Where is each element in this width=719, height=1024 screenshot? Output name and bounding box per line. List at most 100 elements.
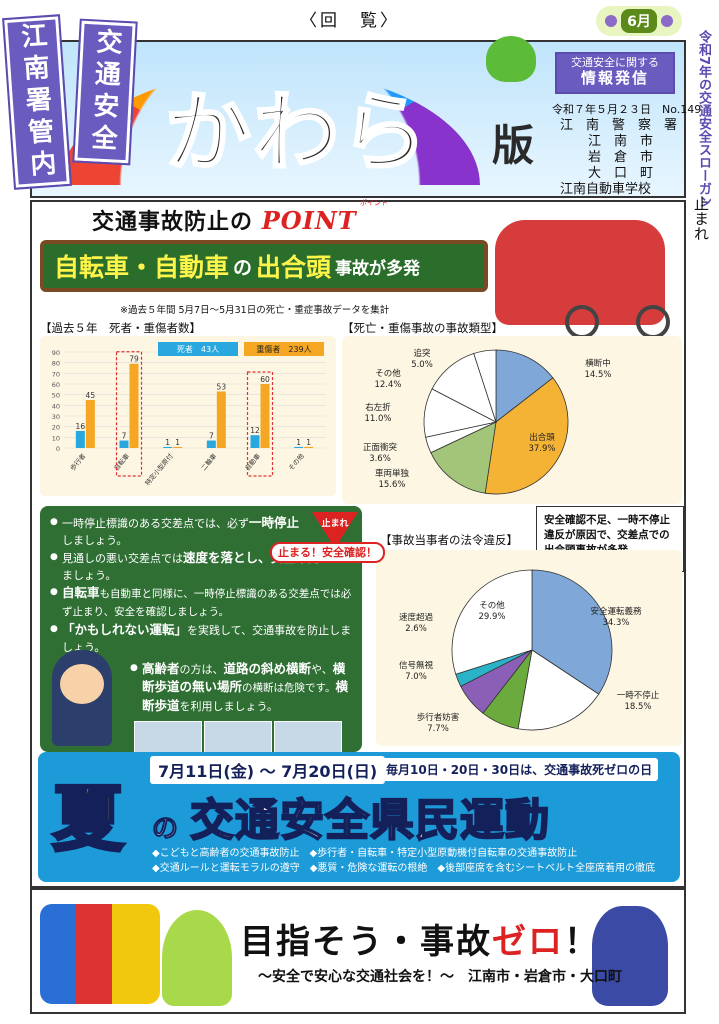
- tip-emphasis: 自転車: [62, 585, 100, 600]
- info-box: 交通安全に関する 情報発信: [555, 52, 675, 94]
- campaign-dates: 7月11日(金) ～ 7月20日(日): [150, 756, 386, 784]
- slice-label: 追突: [413, 348, 431, 359]
- point-title-text: 交通事故防止の: [92, 210, 254, 235]
- goal-zero: ゼロ: [492, 922, 564, 962]
- bar-value-label: 7: [209, 432, 214, 441]
- pie-chart-1-panel: 横断中 14.5% 出合頭 37.9% 車両単独 15.6% 正面衝突 3.6% 右左折 11.0…: [342, 336, 682, 504]
- slice-value-label: 11.0%: [364, 414, 391, 424]
- slice-label: 右左折: [365, 402, 391, 413]
- bar-value-label: 53: [217, 382, 227, 391]
- main-section: [30, 200, 686, 890]
- x-tick-label: 二輪車: [199, 451, 219, 472]
- banner-text-2: の: [233, 256, 253, 279]
- campaign-no: の: [151, 814, 179, 845]
- tip-text: を実践して、交通事故を防止しましょう。: [62, 624, 352, 654]
- info-big: 情報発信: [580, 69, 649, 88]
- slice-label: 信号無視: [399, 660, 434, 671]
- banner-text-4: 事故が多発: [335, 258, 421, 279]
- campaign-title: 交通安全県民運動: [189, 794, 550, 847]
- y-tick-label: 70: [52, 370, 60, 378]
- slice-label: 速度超過: [399, 612, 434, 623]
- banner-text-3: 出合頭: [256, 253, 332, 282]
- tip-3: 自転車も自動車と同様に、一時停止標識のある交差点では必ず止まり、安全を確認しまし…: [50, 584, 352, 621]
- bar: [304, 446, 314, 448]
- tip-text: も自動車と同様に、一時停止標識のある交差点では必ず止まり、安全を確認しましょう。: [62, 588, 352, 618]
- y-tick-label: 30: [52, 413, 60, 421]
- headline-banner: 自転車・自動車 の 出合頭 事故が多発: [40, 240, 488, 292]
- goal-text: 目指そう・事故: [240, 922, 492, 962]
- bar: [75, 430, 85, 448]
- legend-label: 死者 43人: [177, 345, 219, 354]
- slogan-label: 令和7年の交通安全スローガン: [696, 30, 711, 209]
- issuer: 岩 倉 市: [588, 150, 654, 165]
- pie-chart-2-panel: 安全運転義務 34.3% 一時不停止 18.5% 歩行者妨害 7.7% 信号無視 7.0% 速度…: [376, 550, 682, 746]
- goal-text: ！: [564, 922, 600, 962]
- hero-characters-illustration: [40, 904, 160, 1004]
- highlight-frame: [115, 351, 143, 477]
- banner-text-1: 自転車・自動車: [54, 253, 230, 282]
- tip-4: 「かもしれない運転」を実践して、交通事故を防止しましょう。: [50, 621, 352, 656]
- bar: [216, 391, 226, 448]
- bar-chart-title: 【過去５年 死者・重傷者数】: [40, 321, 201, 335]
- slice-label: その他: [479, 600, 505, 611]
- slice-value-label: 2.6%: [405, 624, 427, 634]
- month-badge: 6月: [596, 6, 682, 36]
- x-tick-label: 自転車: [112, 451, 132, 472]
- y-tick-label: 10: [52, 434, 60, 442]
- slice-label: 車両単独: [375, 468, 410, 479]
- month-label: 6月: [621, 9, 657, 33]
- point-word: POINT: [261, 206, 357, 235]
- circulation-label: 〈回 覧〉: [300, 11, 400, 31]
- tip-5: 高齢者の方は、道路の斜め横断や、横断歩道の無い場所の横断は危険です。横断歩道を利…: [130, 660, 352, 715]
- campaign-summer: 夏: [50, 776, 125, 863]
- y-tick-label: 0: [56, 445, 60, 453]
- bar: [119, 440, 129, 448]
- tip-text: しましょう。: [62, 534, 128, 547]
- campaign-focus-items: ◆こどもと高齢者の交通事故防止 ◆歩行者・自転車・特定小型原動機付自転車の交通事…: [152, 846, 655, 876]
- stop-callout: 止まる！安全確認！: [270, 542, 385, 563]
- x-tick-label: 特定小型原付: [143, 451, 175, 487]
- legend-label: 重傷者 239人: [256, 344, 311, 354]
- bar-value-label: 79: [129, 355, 139, 364]
- slice-value-label: 15.6%: [378, 480, 405, 490]
- slice-value-label: 34.3%: [602, 618, 629, 628]
- bar: [173, 446, 183, 448]
- pie-slice: [473, 349, 497, 423]
- pie-slice: [430, 421, 497, 494]
- data-footnote: ※過去５年間 5月7日～5月31日の死亡・重症事故データを集計: [120, 305, 390, 316]
- point-title: 交通事故防止の POINT: [92, 204, 357, 236]
- pie-chart-1-title: 【死亡・重傷事故の事故類型】: [342, 321, 503, 335]
- newsletter-title: かわら: [164, 82, 429, 185]
- mascot-illustration: [162, 910, 232, 1006]
- hydrangea-icon: [605, 15, 618, 27]
- campaign-daily-note: 毎月10日・20日・30日は、交通事故死ゼロの日: [380, 758, 659, 781]
- legend-swatch: [158, 342, 238, 356]
- y-tick-label: 20: [52, 424, 60, 432]
- tip-emphasis: 一時停止: [249, 515, 300, 530]
- bar-value-label: 1: [296, 438, 301, 447]
- issuer: 江南自動車学校: [560, 182, 652, 197]
- tip-text: を利用しましょう。: [179, 700, 278, 713]
- bicycle-wheel-icon: [636, 305, 670, 339]
- slice-value-label: 7.0%: [405, 672, 427, 682]
- slice-label: 一時不停止: [617, 690, 660, 701]
- bar-value-label: 12: [250, 426, 260, 435]
- tip-text: の方は、: [179, 663, 224, 676]
- tip-emphasis: 道路の斜め横断: [223, 661, 312, 676]
- y-tick-label: 40: [52, 402, 60, 410]
- point-ruby: ポイント: [360, 199, 388, 207]
- tip-text: 見通しの悪い交差点では: [62, 552, 183, 565]
- issuer: 大 口 町: [588, 166, 654, 181]
- newsletter-title-suffix: 版: [492, 121, 535, 170]
- police-officer-face: [60, 664, 104, 704]
- y-tick-label: 80: [52, 360, 60, 368]
- pie-slice: [484, 377, 569, 495]
- x-tick-label: 歩行者: [68, 451, 88, 472]
- pie-slice: [517, 649, 600, 731]
- bar-value-label: 45: [86, 391, 96, 400]
- bar: [294, 446, 304, 448]
- bar-value-label: 7: [122, 432, 127, 441]
- tip-text: や、: [311, 663, 333, 676]
- slice-value-label: 29.9%: [478, 612, 505, 622]
- info-small: 交通安全に関する: [571, 56, 659, 69]
